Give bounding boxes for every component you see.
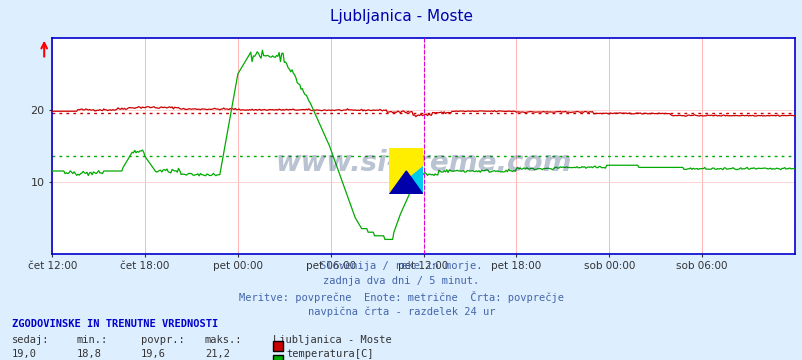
Text: Ljubljanica - Moste: Ljubljanica - Moste <box>330 9 472 24</box>
Text: Slovenija / reke in morje.: Slovenija / reke in morje. <box>320 261 482 271</box>
Text: sedaj:: sedaj: <box>12 335 50 345</box>
Text: 18,8: 18,8 <box>76 349 101 359</box>
Text: min.:: min.: <box>76 335 107 345</box>
Text: 21,2: 21,2 <box>205 349 229 359</box>
Polygon shape <box>389 148 423 194</box>
Text: Meritve: povprečne  Enote: metrične  Črta: povprečje: Meritve: povprečne Enote: metrične Črta:… <box>239 291 563 303</box>
Text: ZGODOVINSKE IN TRENUTNE VREDNOSTI: ZGODOVINSKE IN TRENUTNE VREDNOSTI <box>12 319 218 329</box>
Text: 19,6: 19,6 <box>140 349 165 359</box>
Text: zadnja dva dni / 5 minut.: zadnja dva dni / 5 minut. <box>323 276 479 286</box>
Text: Ljubljanica - Moste: Ljubljanica - Moste <box>273 335 391 345</box>
Polygon shape <box>389 166 423 194</box>
Text: maks.:: maks.: <box>205 335 242 345</box>
Text: navpična črta - razdelek 24 ur: navpična črta - razdelek 24 ur <box>307 306 495 317</box>
Text: 19,0: 19,0 <box>12 349 37 359</box>
Polygon shape <box>389 171 423 194</box>
Text: www.si-vreme.com: www.si-vreme.com <box>275 149 571 177</box>
Text: povpr.:: povpr.: <box>140 335 184 345</box>
Text: temperatura[C]: temperatura[C] <box>286 349 374 359</box>
